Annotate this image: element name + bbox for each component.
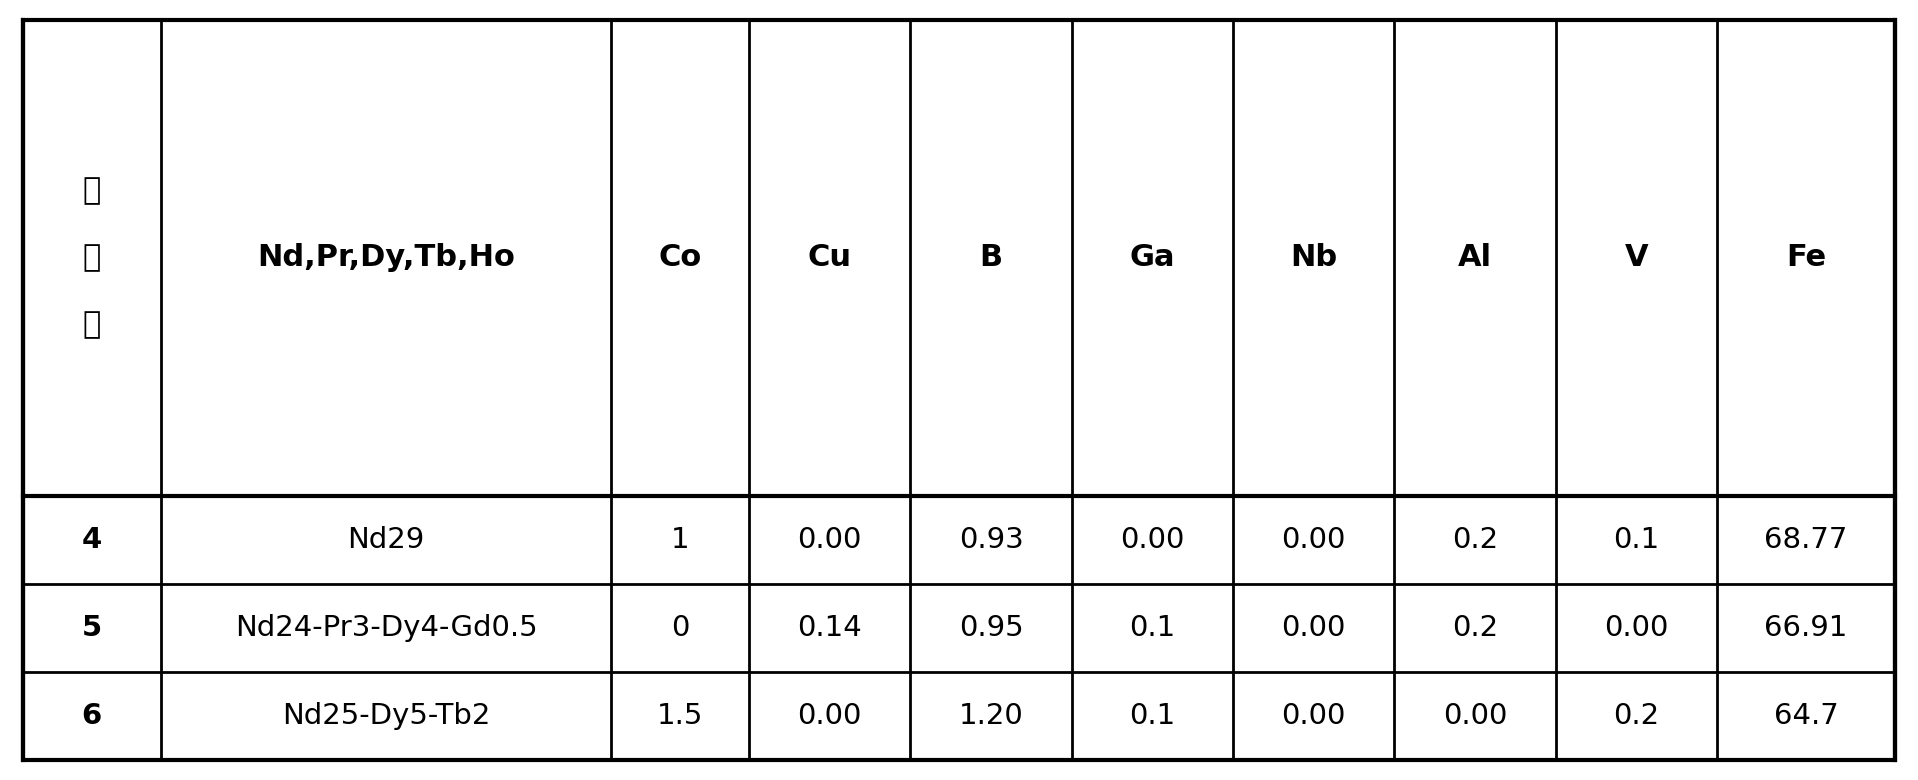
Text: 0.00: 0.00 [1442,702,1508,730]
Text: 0.00: 0.00 [1603,614,1669,642]
Text: 66.91: 66.91 [1765,614,1847,642]
Text: 0.2: 0.2 [1452,526,1498,554]
Text: 0.00: 0.00 [798,702,861,730]
Text: 0.1: 0.1 [1613,526,1659,554]
Text: V: V [1625,243,1648,272]
Text: 0.00: 0.00 [1281,702,1346,730]
Text: Al: Al [1458,243,1492,272]
Text: 0.14: 0.14 [798,614,861,642]
Text: 0.00: 0.00 [1281,526,1346,554]
Text: Nb: Nb [1291,243,1337,272]
Text: 1.5: 1.5 [658,702,704,730]
Text: Nd25-Dy5-Tb2: Nd25-Dy5-Tb2 [282,702,491,730]
Text: Nd24-Pr3-Dy4-Gd0.5: Nd24-Pr3-Dy4-Gd0.5 [234,614,537,642]
Text: Ga: Ga [1130,243,1176,272]
Text: 1: 1 [671,526,690,554]
Text: 0.2: 0.2 [1613,702,1659,730]
Text: Nd,Pr,Dy,Tb,Ho: Nd,Pr,Dy,Tb,Ho [257,243,514,272]
Text: 0.1: 0.1 [1130,614,1176,642]
Text: 0.95: 0.95 [959,614,1024,642]
Text: Nd29: Nd29 [347,526,424,554]
Text: 0.00: 0.00 [1120,526,1185,554]
Text: 0.1: 0.1 [1130,702,1176,730]
Text: 5: 5 [82,614,102,642]
Text: 实

施

例: 实 施 例 [82,176,102,339]
Text: 0.93: 0.93 [959,526,1024,554]
Text: 0.00: 0.00 [1281,614,1346,642]
Text: 0: 0 [671,614,689,642]
Text: 4: 4 [82,526,102,554]
Text: 0.2: 0.2 [1452,614,1498,642]
Text: Fe: Fe [1786,243,1826,272]
Text: 68.77: 68.77 [1765,526,1847,554]
Text: 6: 6 [82,702,102,730]
Text: B: B [980,243,1003,272]
Text: 0.00: 0.00 [798,526,861,554]
Text: Cu: Cu [807,243,852,272]
Text: 64.7: 64.7 [1774,702,1837,730]
Text: Co: Co [658,243,702,272]
Text: 1.20: 1.20 [959,702,1024,730]
